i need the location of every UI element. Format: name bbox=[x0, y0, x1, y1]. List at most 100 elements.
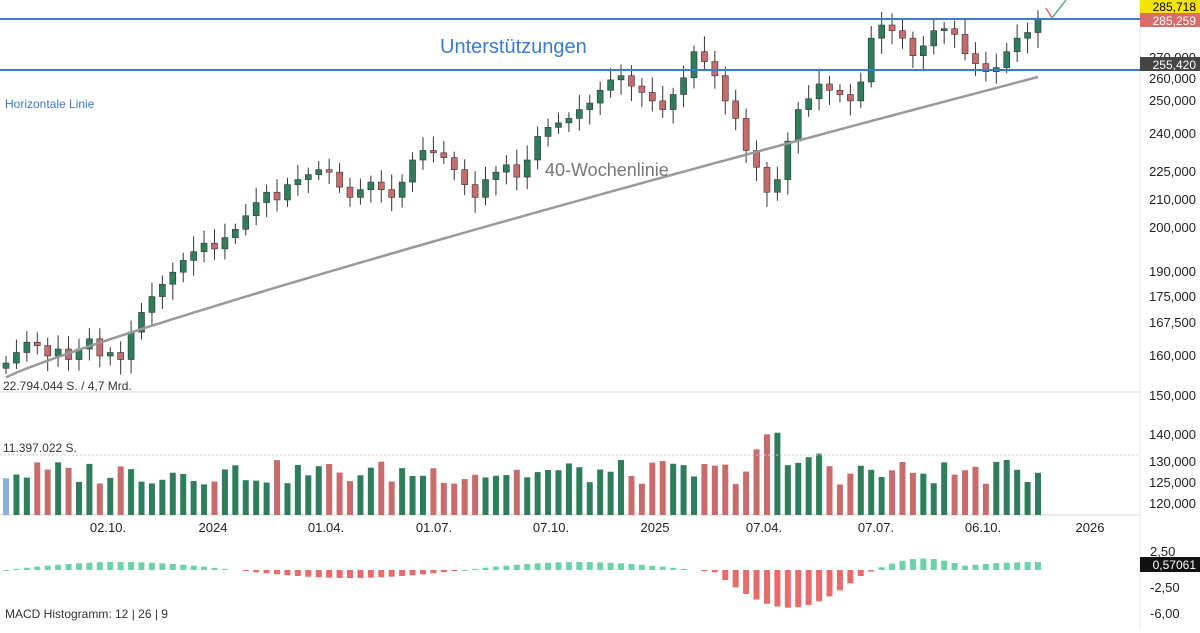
volume-bar bbox=[972, 467, 978, 515]
candle-body bbox=[420, 150, 426, 160]
macd-bar bbox=[13, 569, 19, 570]
volume-bar bbox=[295, 465, 301, 515]
volume-bar bbox=[754, 449, 760, 515]
volume-bar bbox=[451, 484, 457, 515]
candle-body bbox=[868, 38, 874, 82]
volume-bar bbox=[410, 476, 416, 515]
candle-body bbox=[806, 99, 812, 110]
volume-bar bbox=[118, 466, 124, 515]
candle-body bbox=[628, 76, 634, 86]
macd-bar bbox=[972, 565, 978, 570]
macd-bar bbox=[222, 569, 228, 570]
x-tick-label: 2025 bbox=[641, 520, 670, 535]
volume-bar bbox=[357, 475, 363, 515]
candle-body bbox=[222, 238, 228, 249]
candle-body bbox=[691, 52, 697, 78]
macd-bar bbox=[733, 570, 739, 587]
candle-body bbox=[712, 62, 718, 76]
macd-bar bbox=[326, 570, 332, 578]
volume-bar bbox=[1025, 482, 1031, 515]
candle-body bbox=[722, 76, 728, 101]
macd-bar bbox=[201, 567, 207, 570]
volume-bar bbox=[774, 433, 780, 515]
volume-bar bbox=[639, 484, 645, 515]
x-tick-label: 01.07. bbox=[416, 520, 452, 535]
volume-bar bbox=[952, 475, 958, 515]
macd-bar bbox=[868, 570, 874, 572]
macd-bar bbox=[983, 564, 989, 570]
volume-bar bbox=[337, 473, 343, 515]
candle-body bbox=[201, 243, 207, 252]
macd-bar bbox=[806, 570, 812, 605]
volume-bar bbox=[806, 457, 812, 515]
volume-bar bbox=[535, 472, 541, 515]
macd-bar bbox=[3, 570, 9, 571]
macd-bar bbox=[941, 561, 947, 570]
volume-bar bbox=[743, 472, 749, 515]
macd-value: 0,57061 bbox=[1153, 558, 1197, 572]
volume-bar bbox=[97, 484, 103, 515]
volume-bar bbox=[201, 484, 207, 515]
candle-body bbox=[243, 216, 249, 230]
volume-bar bbox=[493, 476, 499, 515]
candle-body bbox=[576, 110, 582, 119]
macd-bar bbox=[149, 563, 155, 570]
volume-bar bbox=[555, 470, 561, 515]
macd-bar bbox=[670, 568, 676, 570]
candle-body bbox=[503, 165, 509, 172]
macd-bar bbox=[660, 567, 666, 570]
x-tick-label: 2024 bbox=[199, 520, 228, 535]
volume-bar bbox=[899, 462, 905, 515]
support-annotation: Unterstützungen bbox=[440, 36, 587, 58]
candle-body bbox=[337, 172, 343, 187]
macd-bar bbox=[827, 570, 833, 596]
candle-body bbox=[972, 54, 978, 64]
volume-bar bbox=[587, 482, 593, 515]
macd-bar bbox=[107, 562, 113, 570]
volume-bar bbox=[868, 470, 874, 515]
volume-bar bbox=[1014, 470, 1020, 515]
macd-bar bbox=[1025, 562, 1031, 570]
volume-bar bbox=[55, 462, 61, 515]
volume-bar bbox=[76, 482, 82, 515]
last-price-value: 285,718 bbox=[1153, 0, 1197, 14]
macd-bar bbox=[597, 562, 603, 570]
macd-bar bbox=[847, 570, 853, 583]
volume-bar bbox=[701, 464, 707, 515]
candle-body bbox=[952, 29, 958, 35]
macd-bar bbox=[211, 568, 217, 570]
macd-bar bbox=[420, 570, 426, 574]
arrow-mark-green bbox=[1052, 0, 1066, 18]
candle-body bbox=[681, 78, 687, 95]
x-tick-label: 06.10. bbox=[965, 520, 1001, 535]
macd-bar bbox=[628, 564, 634, 570]
volume-bar bbox=[441, 483, 447, 515]
candle-body bbox=[1004, 52, 1010, 68]
macd-bar bbox=[764, 570, 770, 604]
candle-body bbox=[493, 172, 499, 179]
macd-bar bbox=[889, 564, 895, 570]
macd-bar bbox=[754, 570, 760, 600]
macd-ytick-mid: -2,50 bbox=[1150, 580, 1180, 595]
volume-bar bbox=[264, 483, 270, 515]
candle-body bbox=[847, 95, 853, 101]
candle-body bbox=[107, 353, 113, 356]
candle-body bbox=[555, 123, 561, 128]
volume-bar bbox=[524, 477, 530, 515]
candle-body bbox=[232, 229, 238, 237]
volume-bar bbox=[180, 474, 186, 515]
volume-bar bbox=[45, 470, 51, 515]
volume-bar bbox=[253, 481, 259, 515]
hline2-value: 255,420 bbox=[1153, 58, 1197, 72]
y-tick-label: 150,000 bbox=[1149, 388, 1196, 403]
volume-bar bbox=[284, 483, 290, 515]
macd-bar bbox=[368, 570, 374, 578]
y-tick-label: 190,000 bbox=[1149, 264, 1196, 279]
volume-bar bbox=[191, 481, 197, 515]
candle-body bbox=[34, 342, 40, 345]
macd-bar bbox=[76, 563, 82, 570]
candle-body bbox=[1014, 38, 1020, 52]
volume-bar bbox=[420, 476, 426, 515]
volume-bar bbox=[399, 468, 405, 515]
macd-bar bbox=[858, 570, 864, 576]
